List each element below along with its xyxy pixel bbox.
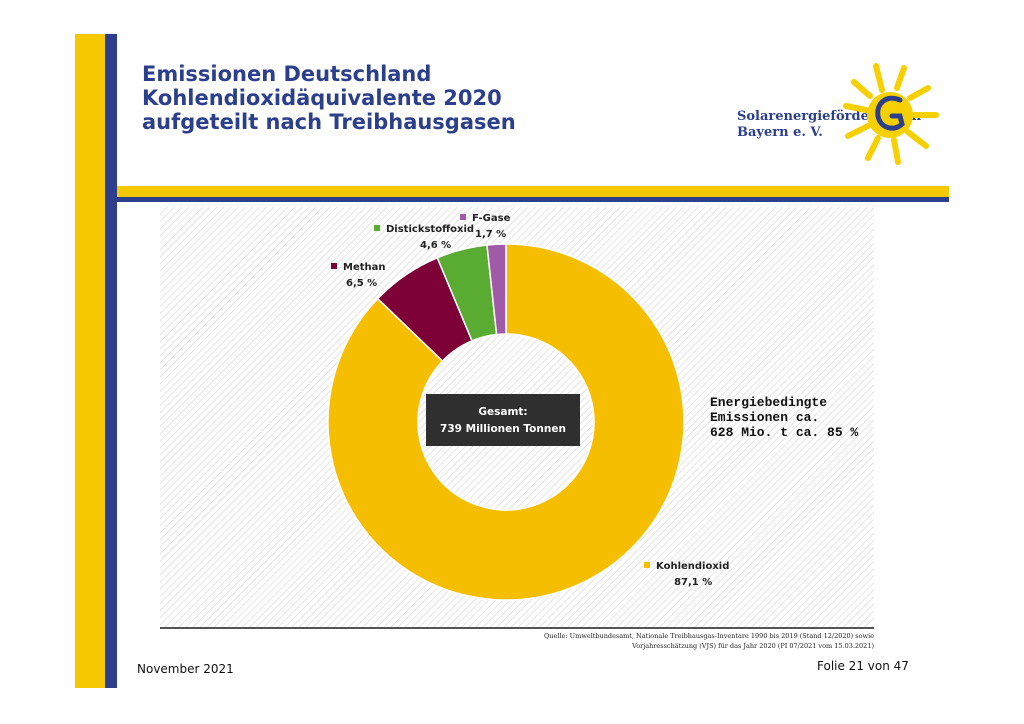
chart-baseline: [160, 627, 874, 629]
slice-f-gase: [486, 243, 507, 336]
slice-label-kohlendioxid: Kohlendioxid: [656, 561, 729, 572]
donut-chart: Kohlendioxid 87,1 % Methan 6,5 % Distickstof…: [160, 207, 874, 627]
energy-note-line-3: 628 Mio. t ca. 85 %: [710, 425, 859, 440]
footer-page-number: Folie 21 von 47: [817, 659, 909, 673]
energy-note: Energiebedingte Emissionen ca. 628 Mio. …: [710, 395, 858, 440]
slice-value-f-gase: 1,7 %: [475, 229, 506, 240]
legend-swatch-methan: [331, 263, 337, 269]
slice-value-methan: 6,5 %: [346, 278, 377, 289]
center-label-line-2: 739 Millionen Tonnen: [440, 423, 566, 435]
footer-date: November 2021: [137, 662, 234, 676]
legend-swatch-f-gase: [460, 214, 466, 220]
sun-logo-icon: [843, 63, 939, 165]
slide-title: Emissionen Deutschland Kohlendioxidäquiv…: [142, 62, 702, 134]
center-label-box: [426, 394, 580, 446]
header-divider-blue: [117, 197, 949, 202]
left-accent-bar-yellow: [75, 34, 105, 688]
chart-area: Kohlendioxid 87,1 % Methan 6,5 % Distickstof…: [160, 207, 874, 627]
logo-line-2: Bayern e. V.: [737, 125, 823, 140]
slice-label-methan: Methan: [343, 262, 386, 273]
slice-value-distickstoffoxid: 4,6 %: [420, 240, 451, 251]
left-accent-bar-blue: [105, 34, 117, 688]
source-line-2: Vorjahresschätzung (VJS) für das Jahr 20…: [632, 642, 874, 650]
source-note: Quelle: Umweltbundesamt, Nationale Treib…: [540, 631, 874, 651]
slice-label-f-gase: F-Gase: [472, 213, 511, 224]
slice-kohlendioxid: [327, 243, 685, 601]
header-divider-yellow: [117, 186, 949, 197]
title-line-3: aufgeteilt nach Treibhausgasen: [142, 110, 516, 134]
legend-swatch-kohlendioxid: [644, 562, 650, 568]
title-line-1: Emissionen Deutschland: [142, 62, 432, 86]
center-label-line-1: Gesamt:: [478, 406, 527, 418]
slice-value-kohlendioxid: 87,1 %: [674, 577, 712, 588]
legend-swatch-distickstoffoxid: [374, 225, 380, 231]
title-line-2: Kohlendioxidäquivalente 2020: [142, 86, 502, 110]
source-line-1: Quelle: Umweltbundesamt, Nationale Treib…: [544, 632, 874, 640]
slice-label-distickstoffoxid: Distickstoffoxid: [386, 224, 474, 235]
energy-note-line-2: Emissionen ca.: [710, 410, 820, 425]
energy-note-line-1: Energiebedingte: [710, 395, 828, 410]
